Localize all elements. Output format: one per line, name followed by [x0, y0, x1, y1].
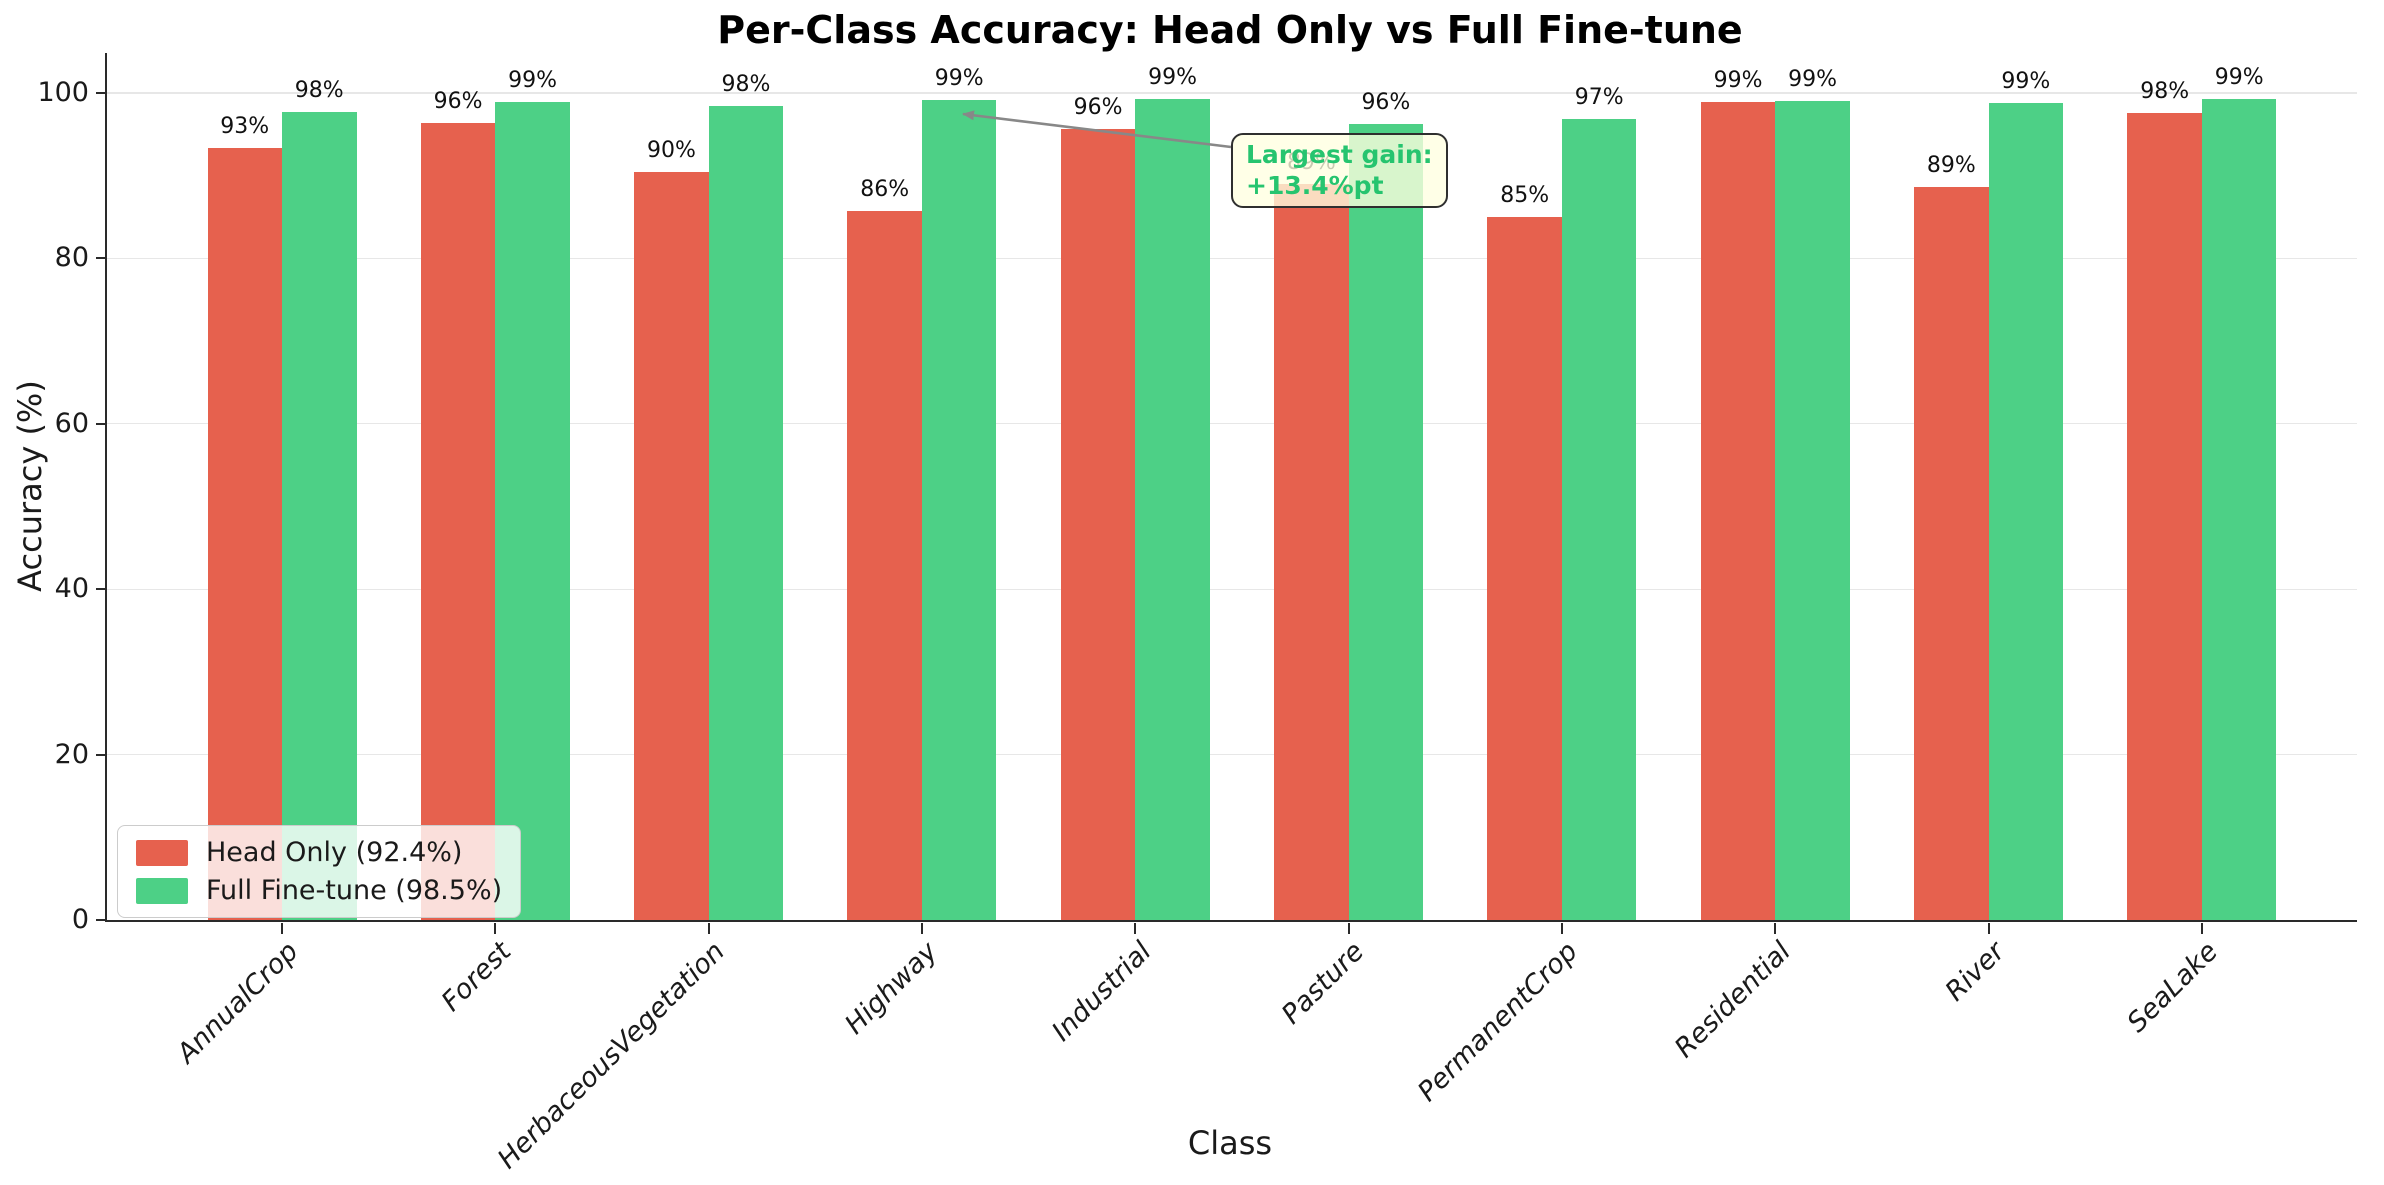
bar-full-fine-tune [1988, 102, 2064, 920]
bar-value-label: 98% [294, 78, 344, 104]
x-tick-label: Highway [839, 936, 944, 1041]
y-tick-label: 40 [54, 573, 89, 605]
bar-head-only [1914, 187, 1989, 920]
bar-full-fine-tune [282, 112, 357, 920]
y-tick-label: 60 [54, 407, 89, 439]
bar-value-label: 99% [1788, 67, 1837, 93]
legend-swatch-head-only [136, 839, 188, 866]
bar-full-fine-tune [921, 100, 997, 920]
legend-swatch-full-fine-tune [136, 877, 188, 904]
bar-value-label: 96% [1361, 89, 1411, 115]
bar-full-fine-tune [1135, 98, 1210, 920]
y-tick-mark [96, 257, 107, 260]
bar-value-label: 99% [1148, 64, 1198, 90]
x-tick-mark [1987, 922, 1990, 934]
gridline [107, 92, 2357, 94]
legend-item-full-fine-tune: Full Fine-tune (98.5%) [136, 875, 502, 906]
y-tick-mark [96, 422, 107, 425]
bar-head-only [1060, 129, 1136, 920]
bar-full-fine-tune [708, 106, 784, 920]
bar-full-fine-tune [1775, 101, 1850, 920]
bar-full-fine-tune [1348, 123, 1424, 920]
bar-value-label: 99% [2214, 64, 2264, 90]
bar-value-label: 99% [2001, 68, 2051, 94]
x-tick-label: Pasture [1276, 936, 1371, 1031]
x-tick-mark [920, 922, 924, 934]
bar-head-only [1487, 217, 1562, 920]
x-tick-label: PermanentCrop [1412, 936, 1584, 1108]
x-tick-label: Industrial [1045, 936, 1158, 1048]
gridline [107, 588, 2357, 590]
bar-value-label: 97% [1574, 84, 1624, 110]
bar-head-only [634, 172, 709, 920]
x-tick-label: Forest [435, 936, 518, 1018]
bar-full-fine-tune [2201, 98, 2277, 920]
legend-label-full-fine-tune: Full Fine-tune (98.5%) [206, 875, 503, 906]
bar-value-label: 85% [1500, 183, 1550, 209]
y-tick-label: 20 [54, 738, 89, 770]
legend: Head Only (92.4%) Full Fine-tune (98.5%) [117, 825, 522, 918]
bar-value-label: 98% [2140, 78, 2190, 104]
bar-full-fine-tune [495, 102, 570, 920]
bar-head-only [1274, 183, 1349, 920]
annotation-box: Largest gain: +13.4%pt [1231, 133, 1448, 208]
legend-item-head-only: Head Only (92.4%) [136, 837, 502, 868]
bar-value-label: 90% [646, 138, 696, 164]
bar-head-only [847, 211, 922, 920]
annotation-line-1: Largest gain: [1246, 140, 1433, 169]
bar-value-label: 93% [220, 113, 270, 139]
bar-head-only [420, 122, 496, 920]
x-tick-mark [494, 922, 497, 934]
chart-title: Per-Class Accuracy: Head Only vs Full Fi… [717, 8, 1743, 52]
y-tick-mark [96, 753, 107, 756]
x-tick-mark [1774, 922, 1777, 934]
bar-value-label: 86% [860, 177, 910, 203]
bar-head-only [2127, 112, 2202, 920]
x-axis-label: Class [1187, 1124, 1273, 1162]
bar-value-label: 96% [1073, 95, 1123, 121]
y-tick-label: 0 [71, 904, 89, 935]
bar-head-only [207, 147, 282, 920]
x-tick-mark [707, 922, 710, 934]
x-tick-label: AnnualCrop [170, 936, 304, 1070]
x-tick-mark [2200, 922, 2204, 934]
bar-value-label: 99% [508, 68, 558, 94]
bar-value-label: 99% [1713, 68, 1763, 94]
bar-value-label: 98% [721, 72, 771, 98]
y-tick-label: 100 [37, 77, 89, 108]
x-tick-label: SeaLake [2121, 936, 2224, 1039]
gridline [107, 753, 2357, 756]
y-tick-mark [96, 588, 107, 591]
x-tick-label: Residential [1669, 936, 1798, 1064]
x-tick-label: River [1939, 936, 2011, 1008]
plot-area: Head Only (92.4%) Full Fine-tune (98.5%)… [37, 53, 2357, 1175]
bar-head-only [1700, 102, 1776, 920]
y-tick-mark [96, 918, 107, 922]
x-tick-mark [1560, 922, 1564, 934]
y-tick-label: 80 [54, 242, 89, 274]
bar-value-label: 96% [433, 88, 483, 114]
bar-full-fine-tune [1561, 118, 1637, 920]
x-tick-mark [1134, 922, 1137, 934]
legend-label-head-only: Head Only (92.4%) [206, 837, 463, 868]
gridline [107, 257, 2357, 260]
x-tick-mark [280, 922, 284, 934]
bar-value-label: 99% [934, 66, 984, 92]
bar-value-label: 89% [1926, 153, 1976, 179]
annotation-line-2: +13.4%pt [1246, 170, 1384, 200]
x-tick-mark [1347, 922, 1350, 934]
y-tick-mark [96, 91, 107, 95]
gridline [107, 423, 2357, 425]
